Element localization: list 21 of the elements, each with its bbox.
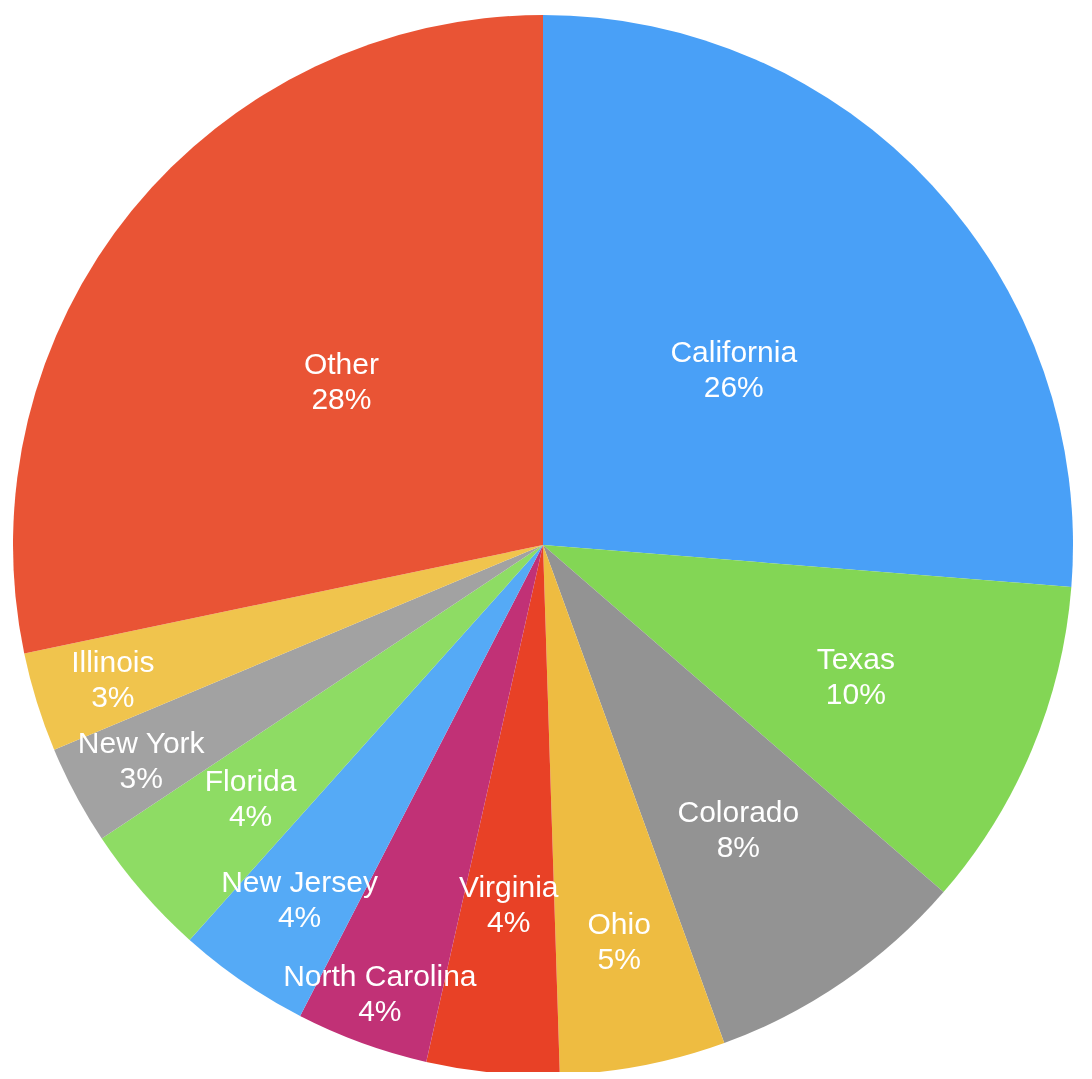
slice-label: Colorado xyxy=(677,794,800,828)
slice-label: Ohio xyxy=(587,906,651,940)
pie-slice xyxy=(54,545,543,839)
slice-label: Other xyxy=(303,347,379,381)
pie-slice xyxy=(543,15,1073,587)
data-label: 4% xyxy=(358,994,402,1028)
data-label: 3% xyxy=(119,761,163,795)
data-label: 8% xyxy=(716,829,761,863)
data-label: 4% xyxy=(487,904,531,938)
slice-label: Texas xyxy=(816,642,896,676)
data-label: 4% xyxy=(277,899,322,933)
slice-label: New York xyxy=(77,726,206,760)
data-label: 4% xyxy=(228,799,273,833)
slice-label: Florida xyxy=(204,764,297,798)
data-label: 26% xyxy=(703,369,764,403)
data-label: 10% xyxy=(825,677,886,711)
slice-label: Illinois xyxy=(71,644,155,678)
data-label: 3% xyxy=(91,679,135,713)
data-label: 28% xyxy=(311,382,372,416)
data-label: 5% xyxy=(597,941,641,975)
slice-label: California xyxy=(670,334,798,368)
